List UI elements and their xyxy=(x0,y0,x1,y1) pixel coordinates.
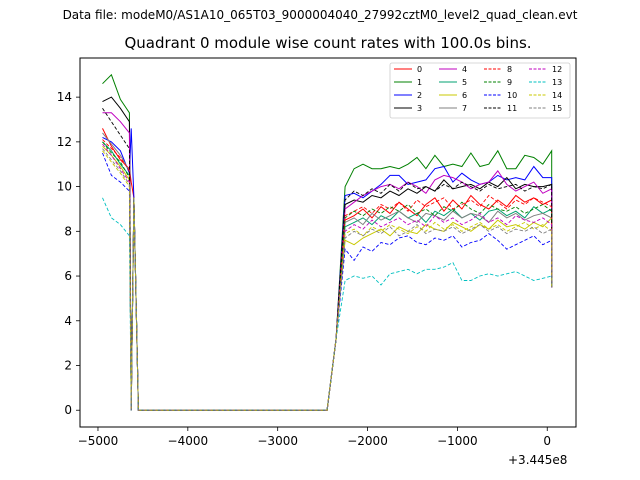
legend-label-11: 11 xyxy=(507,104,517,113)
legend-label-1: 1 xyxy=(417,78,422,87)
y-tick-label: 10 xyxy=(57,180,72,194)
legend-label-13: 13 xyxy=(552,78,562,87)
x-tick-label: −3000 xyxy=(257,434,298,448)
y-tick-label: 0 xyxy=(64,403,72,417)
y-axis: 0 2 4 6 8 10 12 14 xyxy=(57,90,80,417)
legend-label-10: 10 xyxy=(507,91,517,100)
chart-title: Quadrant 0 module wise count rates with … xyxy=(124,34,532,52)
series-line-1 xyxy=(102,73,553,411)
legend-label-3: 3 xyxy=(417,104,422,113)
series-line-14 xyxy=(102,150,553,411)
figure-suptitle: Data file: modeM0/AS1A10_065T03_90000040… xyxy=(62,8,578,22)
x-tick-label: −4000 xyxy=(168,434,209,448)
series-line-9 xyxy=(102,141,553,411)
x-tick-label: −5000 xyxy=(78,434,119,448)
series-lines xyxy=(102,73,553,411)
legend-label-0: 0 xyxy=(417,65,422,74)
x-tick-label: 0 xyxy=(543,434,551,448)
y-tick-label: 2 xyxy=(64,359,72,373)
y-tick-label: 4 xyxy=(64,314,72,328)
series-line-0 xyxy=(102,128,553,411)
x-offset-label: +3.445e8 xyxy=(508,453,568,467)
legend-label-7: 7 xyxy=(462,104,467,113)
y-tick-label: 6 xyxy=(64,269,72,283)
series-line-13 xyxy=(102,197,553,411)
y-tick-label: 8 xyxy=(64,224,72,238)
y-tick-label: 14 xyxy=(57,90,72,104)
series-line-2 xyxy=(102,128,553,411)
series-line-15 xyxy=(102,148,553,411)
legend-label-2: 2 xyxy=(417,91,422,100)
series-line-4 xyxy=(102,112,553,411)
series-line-7 xyxy=(102,132,553,411)
series-line-12 xyxy=(102,143,553,411)
legend-label-5: 5 xyxy=(462,78,467,87)
y-tick-label: 12 xyxy=(57,135,72,149)
legend-label-4: 4 xyxy=(462,65,467,74)
legend-label-6: 6 xyxy=(462,91,467,100)
x-axis: −5000 −4000 −3000 −2000 −1000 0 xyxy=(78,427,551,448)
series-line-11 xyxy=(102,108,553,411)
series-line-10 xyxy=(102,152,553,411)
series-line-5 xyxy=(102,141,553,411)
x-tick-label: −2000 xyxy=(347,434,388,448)
legend-label-9: 9 xyxy=(507,78,512,87)
legend-label-8: 8 xyxy=(507,65,512,74)
plot-frame xyxy=(79,57,577,428)
legend-label-12: 12 xyxy=(552,65,562,74)
legend-box xyxy=(389,62,571,119)
legend-label-14: 14 xyxy=(552,91,562,100)
legend-label-15: 15 xyxy=(552,104,562,113)
series-line-8 xyxy=(102,139,553,411)
x-tick-label: −1000 xyxy=(437,434,478,448)
series-line-3 xyxy=(102,96,553,411)
